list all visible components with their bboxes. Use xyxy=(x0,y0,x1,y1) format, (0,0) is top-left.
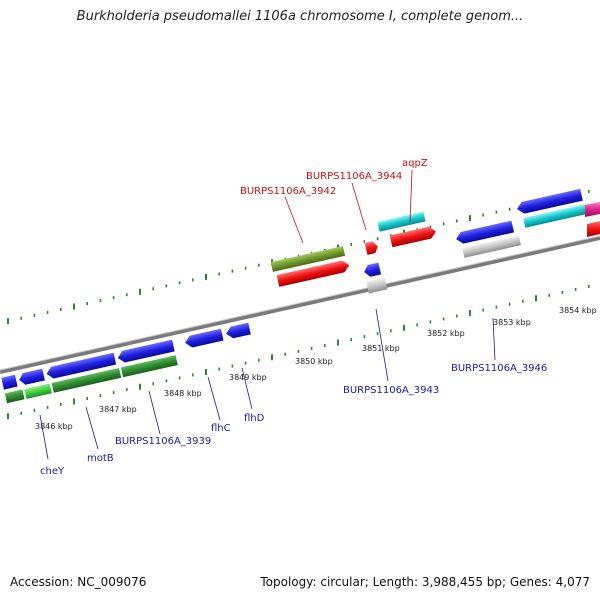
tick-row-lower xyxy=(7,285,590,420)
kbp-label: 3847 kbp xyxy=(99,405,137,414)
chromosome-backbone xyxy=(0,236,600,374)
gene-gray-3943[interactable] xyxy=(366,277,388,294)
accession-text: Accession: NC_009076 xyxy=(10,575,147,589)
gene-label-3944[interactable]: BURPS1106A_3944 xyxy=(306,171,402,182)
gene-arrow-blue-3946[interactable] xyxy=(455,220,515,245)
gene-arrow-red-3942[interactable] xyxy=(276,259,351,287)
leader-lines-red xyxy=(284,169,413,244)
kbp-label: 3849 kbp xyxy=(229,373,267,382)
gene-label-3946[interactable]: BURPS1106A_3946 xyxy=(451,363,547,374)
gene-label-3939[interactable]: BURPS1106A_3939 xyxy=(115,436,211,447)
chromosome-backbone-highlight xyxy=(0,235,600,371)
gene-label-motB[interactable]: motB xyxy=(87,453,114,464)
gene-track-left xyxy=(1,322,251,404)
kbp-label: 3846 kbp xyxy=(35,422,73,431)
gene-green-1[interactable] xyxy=(4,389,25,404)
gene-labels: cheY motB BURPS1106A_3939 flhC flhD BURP… xyxy=(40,158,547,477)
gene-arrow-cheY[interactable] xyxy=(1,374,18,390)
gene-label-aqpZ[interactable]: aqpZ xyxy=(402,158,428,169)
gene-gray-3946[interactable] xyxy=(462,235,522,258)
genome-summary-text: Topology: circular; Length: 3,988,455 bp… xyxy=(260,575,590,589)
kbp-label: 3851 kbp xyxy=(362,344,400,353)
leader-lines-blue xyxy=(39,308,496,460)
gene-green-3[interactable] xyxy=(51,367,122,393)
gene-label-3943[interactable]: BURPS1106A_3943 xyxy=(343,385,439,396)
gene-magenta-edge[interactable] xyxy=(585,202,600,217)
gene-arrow-flhC[interactable] xyxy=(184,328,224,349)
kbp-label: 3850 kbp xyxy=(295,357,333,366)
gene-arrow-red-small[interactable] xyxy=(364,241,379,255)
kbp-labels: 3846 kbp 3847 kbp 3848 kbp 3849 kbp 3850… xyxy=(35,306,597,431)
gene-green-2[interactable] xyxy=(24,383,52,399)
gene-arrow-blue-4[interactable] xyxy=(116,339,175,364)
gene-arrow-blue-3943[interactable] xyxy=(363,262,382,278)
gene-arrow-motB[interactable] xyxy=(45,352,117,380)
gene-green-4[interactable] xyxy=(120,355,178,378)
gene-label-3942[interactable]: BURPS1106A_3942 xyxy=(240,186,336,197)
gene-label-cheY[interactable]: cheY xyxy=(40,466,65,477)
gene-olive[interactable] xyxy=(270,246,346,272)
gene-red-edge[interactable] xyxy=(587,221,600,237)
gene-arrow-blue-right[interactable] xyxy=(516,188,583,215)
gene-arrow-flhD[interactable] xyxy=(225,322,251,340)
map-title: Burkholderia pseudomallei 1106a chromoso… xyxy=(76,9,524,24)
gene-arrow-blue-2[interactable] xyxy=(18,368,45,386)
kbp-label: 3848 kbp xyxy=(164,389,202,398)
gene-label-flhC[interactable]: flhC xyxy=(211,423,231,434)
kbp-label: 3853 kbp xyxy=(493,318,531,327)
kbp-label: 3854 kbp xyxy=(559,306,597,315)
gene-cyan-right[interactable] xyxy=(523,204,588,228)
kbp-label: 3852 kbp xyxy=(427,329,465,338)
gene-label-flhD[interactable]: flhD xyxy=(244,413,265,424)
gene-track-right xyxy=(270,188,588,294)
gene-cyan-aqpZ[interactable] xyxy=(377,211,426,232)
gene-arrow-red-aqpZ[interactable] xyxy=(389,225,438,248)
